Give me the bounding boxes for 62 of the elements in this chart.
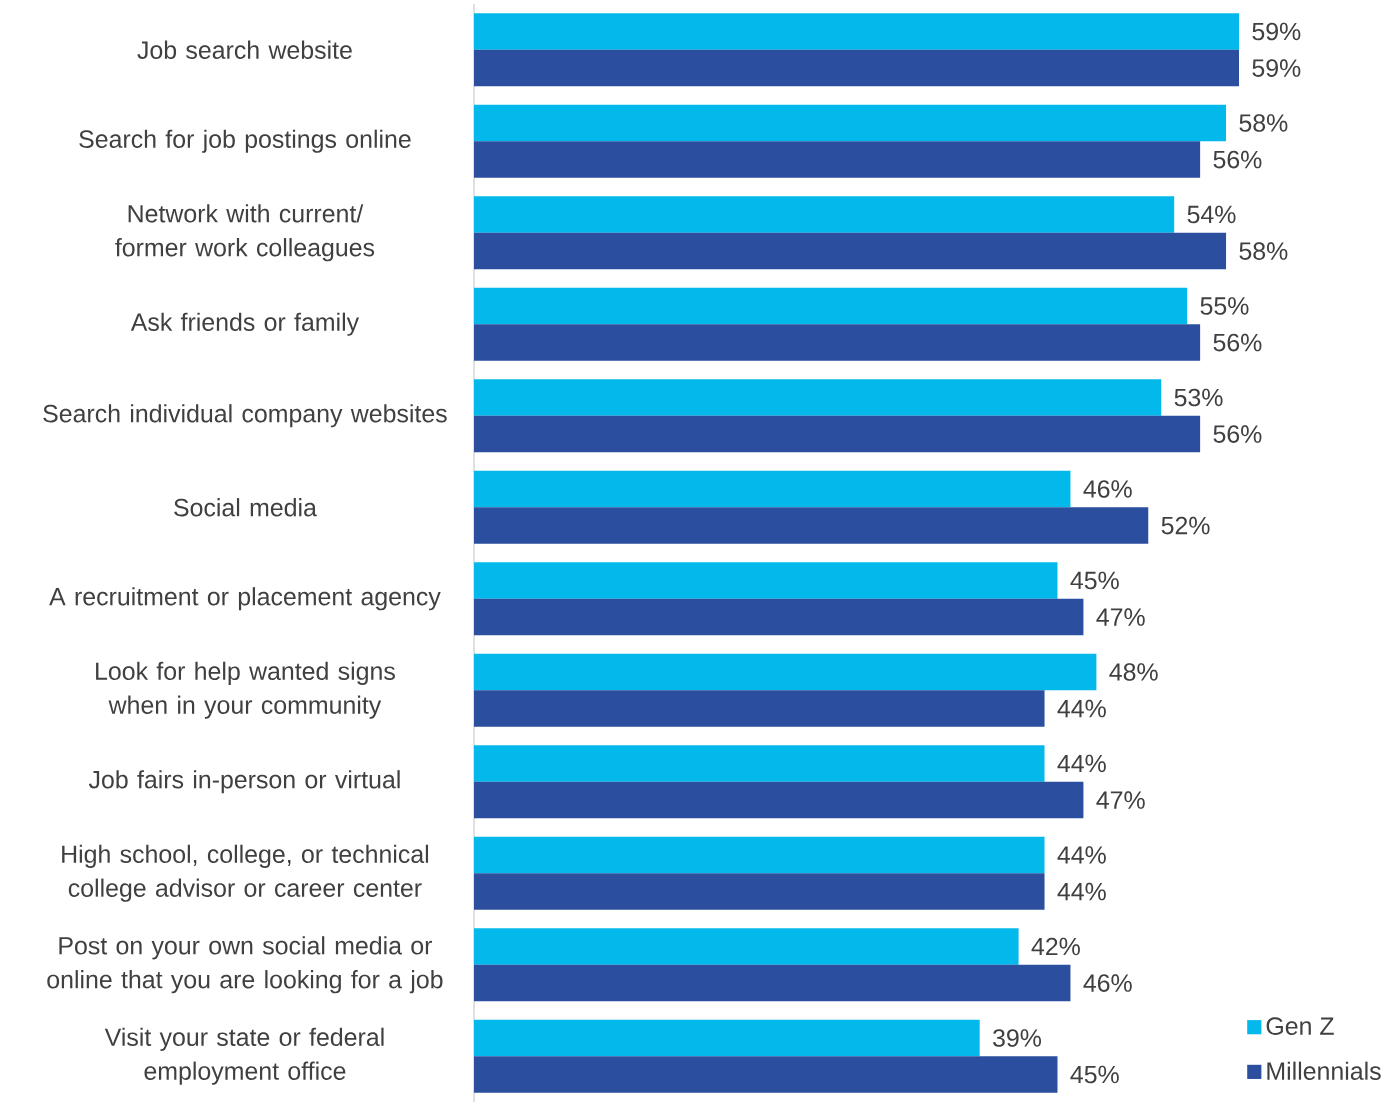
bar — [474, 781, 1084, 819]
y-tick-label: Job fairs in-person or virtual — [88, 770, 400, 794]
bar — [474, 379, 1162, 416]
bar — [474, 470, 1071, 508]
data-label: 44% — [1057, 754, 1106, 773]
bar — [474, 287, 1188, 325]
bar — [474, 653, 1097, 691]
y-tick-label: High school, college, or technical college advisor or career center — [62, 844, 429, 902]
data-label: 58% — [1239, 114, 1288, 132]
data-label: 47% — [1096, 791, 1145, 809]
data-label: 56% — [1213, 333, 1262, 352]
data-label: 53% — [1174, 388, 1223, 407]
data-label: 42% — [1031, 937, 1080, 956]
data-label: 59% — [1252, 59, 1301, 77]
data-label: 52% — [1161, 516, 1210, 535]
y-tick-label: Look for help wanted signs when in your community — [96, 661, 395, 719]
y-tick-label: Visit your state or federal employment office — [104, 1027, 384, 1085]
data-label: 44% — [1057, 699, 1106, 718]
bar — [474, 873, 1045, 910]
bar — [474, 141, 1201, 178]
legend-label: Gen Z — [1266, 1017, 1334, 1035]
bar — [474, 964, 1071, 1002]
data-label: 45% — [1070, 571, 1119, 590]
data-label: 55% — [1200, 297, 1249, 315]
data-label: 44% — [1057, 882, 1106, 901]
bar — [474, 836, 1045, 874]
bar — [474, 104, 1227, 142]
bar — [474, 196, 1175, 233]
bar — [474, 324, 1201, 361]
bar — [474, 928, 1019, 965]
data-label: 58% — [1239, 242, 1288, 260]
bar — [474, 598, 1084, 636]
y-tick-label: Ask friends or family — [130, 312, 360, 336]
data-label: 56% — [1213, 150, 1262, 169]
y-tick-label: A recruitment or placement agency — [49, 587, 441, 611]
data-label: 47% — [1096, 608, 1145, 626]
bar — [474, 415, 1201, 453]
data-label: 48% — [1109, 663, 1158, 681]
y-tick-label: Post on your own social media or online that you are looking for a job — [47, 936, 443, 994]
bar — [474, 1056, 1058, 1093]
bar — [474, 49, 1240, 87]
data-label: 59% — [1252, 22, 1301, 41]
y-tick-label: Search individual company websites — [43, 404, 447, 428]
bar — [474, 745, 1045, 782]
bar — [474, 232, 1227, 270]
data-label: 39% — [993, 1029, 1042, 1047]
data-label: 45% — [1070, 1065, 1119, 1084]
data-label: 44% — [1057, 846, 1106, 864]
bar — [474, 1019, 980, 1057]
bar — [474, 562, 1058, 599]
data-label: 46% — [1083, 974, 1132, 992]
y-tick-label: Social media — [174, 498, 317, 517]
legend-label: Millennials — [1267, 1061, 1381, 1080]
y-tick-label: Job search website — [137, 40, 352, 59]
data-label: 56% — [1213, 425, 1262, 443]
bar — [474, 13, 1240, 50]
y-tick-label: Search for job postings online — [79, 129, 411, 153]
bar — [474, 507, 1149, 544]
bar — [474, 690, 1045, 727]
data-label: 46% — [1083, 480, 1132, 498]
data-label: 54% — [1187, 205, 1236, 224]
y-tick-label: Network with current/ former work colleagues — [115, 204, 375, 262]
